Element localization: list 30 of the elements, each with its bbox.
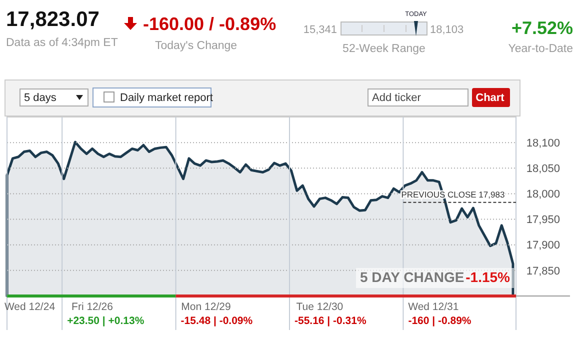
text: -160 | -0.89% — [408, 315, 472, 327]
x-tick-label: Tue 12/30 — [296, 301, 344, 313]
text: 15,341 — [303, 24, 337, 36]
annotation: 5 DAY CHANGE — [360, 269, 464, 285]
x-tick-label: Wed 12/31 — [408, 301, 459, 313]
x-tick-label: Mon 12/29 — [181, 301, 231, 313]
text: Data as of 4:34pm ET — [6, 37, 118, 49]
text: +23.50 | +0.13% — [67, 315, 145, 327]
text: -55.16 | -0.31% — [294, 315, 367, 327]
text: -160.00 / -0.89% — [143, 14, 276, 34]
text: 5 days — [24, 92, 57, 104]
text: 52-Week Range — [342, 43, 426, 55]
x-tick-label: Wed 12/24 — [4, 301, 56, 313]
y-tick-label: 18,100 — [526, 137, 560, 150]
y-tick-label: 18,000 — [526, 188, 560, 201]
y-tick-label: 17,900 — [526, 240, 560, 252]
text: Chart — [476, 92, 505, 104]
y-tick-label: 17,850 — [526, 265, 560, 278]
x-tick-label: Fri 12/26 — [72, 301, 114, 313]
text: Year-to-Date — [508, 43, 573, 55]
text: 18,103 — [430, 24, 464, 36]
annotation: -1.15% — [466, 269, 511, 285]
y-tick-label: 17,950 — [526, 214, 560, 226]
y-tick-label: 18,050 — [526, 162, 560, 175]
text: Add ticker — [372, 92, 422, 104]
text: Daily market report — [120, 92, 213, 104]
text: +7.52% — [511, 18, 573, 38]
text: -15.48 | -0.09% — [180, 315, 254, 327]
text: 17,823.07 — [6, 8, 100, 31]
text: Today's Change — [154, 40, 238, 52]
